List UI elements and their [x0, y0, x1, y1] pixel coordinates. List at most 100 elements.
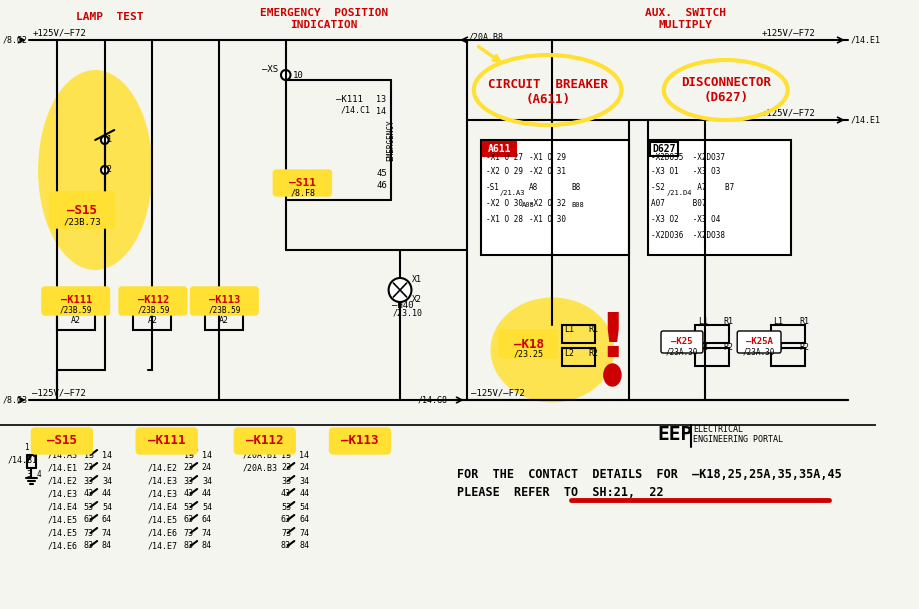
Text: EMERGENCY  POSITION: EMERGENCY POSITION — [259, 8, 388, 18]
Text: /14.B1: /14.B1 — [7, 456, 38, 465]
Text: 2: 2 — [107, 166, 111, 175]
Text: FOR  THE  CONTACT  DETAILS  FOR  –K18,25,25A,35,35A,45: FOR THE CONTACT DETAILS FOR –K18,25,25A,… — [457, 468, 841, 482]
FancyBboxPatch shape — [736, 331, 780, 353]
Text: 74: 74 — [102, 529, 112, 538]
Text: 34: 34 — [201, 476, 211, 485]
Text: 53: 53 — [84, 502, 94, 512]
Text: /8.G2: /8.G2 — [3, 35, 28, 44]
Text: A07      B07: A07 B07 — [650, 200, 705, 208]
Text: /14.E1: /14.E1 — [849, 35, 879, 44]
Text: 73: 73 — [184, 529, 194, 538]
Text: -X3 O1   -X3 O3: -X3 O1 -X3 O3 — [650, 167, 719, 177]
Text: 43: 43 — [84, 490, 94, 499]
Text: 13: 13 — [184, 451, 194, 460]
Text: AUX.  SWITCH: AUX. SWITCH — [644, 8, 725, 18]
Text: -X3 O2   -X3 O4: -X3 O2 -X3 O4 — [650, 216, 719, 225]
Text: 43: 43 — [280, 490, 290, 499]
Text: –K111: –K111 — [61, 295, 92, 305]
Text: /14.E6: /14.E6 — [147, 529, 177, 538]
Text: X1: X1 — [411, 275, 421, 284]
Text: 64: 64 — [201, 515, 211, 524]
Text: 23: 23 — [280, 463, 290, 473]
Ellipse shape — [603, 364, 620, 386]
Text: 54: 54 — [299, 502, 309, 512]
Text: -X2 O 32: -X2 O 32 — [528, 200, 565, 208]
Ellipse shape — [490, 298, 614, 403]
Bar — [482, 142, 516, 156]
Text: 13: 13 — [376, 96, 386, 105]
Text: –S15: –S15 — [47, 434, 77, 448]
Text: 13: 13 — [84, 451, 94, 460]
Bar — [57, 300, 96, 330]
Circle shape — [101, 166, 108, 174]
Text: 33: 33 — [184, 476, 194, 485]
Text: ENGINEERING PORTAL: ENGINEERING PORTAL — [693, 435, 783, 445]
Text: /14.E1: /14.E1 — [849, 116, 879, 124]
Text: 43: 43 — [184, 490, 194, 499]
Text: A1: A1 — [71, 305, 81, 314]
Text: MULTIPLY: MULTIPLY — [658, 20, 712, 30]
Text: /8.F8: /8.F8 — [290, 189, 315, 197]
Text: 74: 74 — [201, 529, 211, 538]
Text: ELECTRICAL: ELECTRICAL — [693, 426, 743, 434]
Text: –125V/–F72: –125V/–F72 — [470, 388, 524, 397]
Text: -X2 O 31: -X2 O 31 — [528, 167, 565, 177]
Text: 44: 44 — [201, 490, 211, 499]
Text: -S1: -S1 — [485, 183, 499, 192]
Text: 34: 34 — [299, 476, 309, 485]
Text: /23.10: /23.10 — [392, 309, 422, 317]
Text: 34: 34 — [102, 476, 112, 485]
Text: 14: 14 — [299, 451, 309, 460]
FancyBboxPatch shape — [119, 287, 187, 315]
Text: 74: 74 — [299, 529, 309, 538]
Text: R2: R2 — [722, 343, 732, 353]
Text: D627: D627 — [652, 144, 675, 154]
Text: /14.A3: /14.A3 — [48, 451, 77, 460]
Text: 83: 83 — [184, 541, 194, 551]
Text: /23A.30: /23A.30 — [665, 348, 698, 356]
FancyBboxPatch shape — [136, 428, 197, 454]
Text: A1: A1 — [147, 305, 157, 314]
Text: /14.E6: /14.E6 — [48, 541, 77, 551]
Text: L2: L2 — [563, 348, 573, 357]
Text: 63: 63 — [84, 515, 94, 524]
Text: /23B.59: /23B.59 — [60, 306, 92, 314]
Text: A2: A2 — [219, 316, 229, 325]
FancyBboxPatch shape — [190, 287, 258, 315]
Text: –H40: –H40 — [392, 300, 414, 309]
Text: 45: 45 — [376, 169, 387, 177]
Text: 10: 10 — [293, 71, 304, 80]
Bar — [695, 348, 728, 366]
Text: /14.E3: /14.E3 — [147, 476, 177, 485]
Text: /14.E2: /14.E2 — [147, 463, 177, 473]
Text: 44: 44 — [102, 490, 112, 499]
Ellipse shape — [38, 70, 153, 270]
Text: /23B.73: /23B.73 — [63, 217, 100, 227]
Text: 44: 44 — [299, 490, 309, 499]
Text: R1: R1 — [722, 317, 732, 326]
Text: +125V/–F72: +125V/–F72 — [761, 28, 815, 37]
Text: /23A.30: /23A.30 — [743, 348, 775, 356]
Text: 14: 14 — [376, 108, 386, 116]
Text: 23: 23 — [84, 463, 94, 473]
Text: –125V/–F72: –125V/–F72 — [32, 388, 86, 397]
Bar — [771, 348, 804, 366]
Text: -S2       A7    B7: -S2 A7 B7 — [650, 183, 733, 192]
Text: L1: L1 — [773, 317, 783, 326]
Text: /8.G3: /8.G3 — [3, 395, 28, 404]
Text: -X1 O 27: -X1 O 27 — [485, 153, 522, 163]
Text: /14.E5: /14.E5 — [147, 515, 177, 524]
Text: /21.A3: /21.A3 — [500, 190, 525, 196]
Text: R1: R1 — [799, 317, 808, 326]
Text: DISCONNECTOR: DISCONNECTOR — [680, 77, 770, 90]
Text: +125V/–F72: +125V/–F72 — [32, 28, 86, 37]
FancyBboxPatch shape — [660, 331, 702, 353]
Text: A2: A2 — [71, 316, 81, 325]
Text: –K25A: –K25A — [745, 337, 772, 347]
Text: –K18: –K18 — [513, 337, 543, 351]
FancyBboxPatch shape — [50, 192, 114, 228]
Text: –K111: –K111 — [148, 434, 186, 448]
Text: +125V/–F72: +125V/–F72 — [761, 108, 815, 117]
Text: 24: 24 — [299, 463, 309, 473]
Text: /14.E7: /14.E7 — [147, 541, 177, 551]
